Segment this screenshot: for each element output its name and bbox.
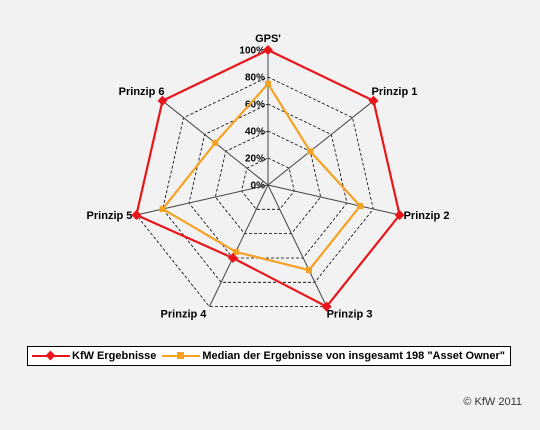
series-0-point-2 bbox=[394, 210, 405, 220]
spoke-5 bbox=[136, 184, 269, 216]
series-0-point-3 bbox=[321, 301, 332, 312]
legend-item-kfw: KfW Ergebnisse bbox=[32, 350, 156, 362]
series-1-point-6 bbox=[212, 139, 219, 146]
series-0-point-5 bbox=[131, 210, 142, 220]
spoke-1 bbox=[267, 100, 374, 186]
tick-label-5: 100% bbox=[239, 46, 265, 57]
axis-label-5: Prinzip 5 bbox=[87, 210, 133, 222]
spoke-3 bbox=[267, 184, 328, 307]
legend: KfW Ergebnisse Median der Ergebnisse von… bbox=[27, 346, 511, 366]
legend-item-median: Median der Ergebnisse von insgesamt 198 … bbox=[162, 350, 505, 362]
tick-label-1: 20% bbox=[245, 154, 265, 165]
tick-label-0: 0% bbox=[251, 181, 266, 192]
legend-swatch-median bbox=[162, 351, 201, 361]
legend-label-median: Median der Ergebnisse von insgesamt 198 … bbox=[202, 350, 506, 362]
copyright: © KfW 2011 bbox=[463, 396, 522, 408]
spoke-4 bbox=[208, 184, 269, 307]
radar-chart: 0% 20% 40% 60% 80% 100% GPS' Prinzip 1 Prinzip 2… bbox=[87, 33, 450, 321]
series-1-point-3 bbox=[306, 267, 312, 274]
series-1-point-4 bbox=[232, 248, 239, 255]
series-0-point-6 bbox=[157, 95, 168, 106]
legend-swatch-kfw bbox=[32, 350, 70, 361]
axis-label-0: GPS' bbox=[255, 33, 281, 45]
axis-label-1: Prinzip 1 bbox=[372, 86, 418, 98]
tick-label-2: 40% bbox=[245, 127, 265, 138]
grid-ring-3 bbox=[188, 103, 348, 259]
series-1-point-1 bbox=[307, 148, 314, 155]
axis-label-4: Prinzip 4 bbox=[161, 309, 208, 321]
axis-label-6: Prinzip 6 bbox=[119, 86, 165, 98]
series-0-point-1 bbox=[368, 95, 379, 106]
tick-label-3: 60% bbox=[245, 100, 265, 111]
series-0-point-0 bbox=[263, 45, 273, 55]
spoke-2 bbox=[267, 184, 400, 216]
series-0-point-4 bbox=[227, 253, 238, 263]
grid-ring-1 bbox=[241, 157, 295, 210]
axis-label-2: Prinzip 2 bbox=[404, 210, 450, 222]
grid-ring-4 bbox=[162, 76, 374, 283]
axis-label-3: Prinzip 3 bbox=[327, 309, 373, 321]
series-1-point-0 bbox=[265, 80, 271, 87]
series-1-point-2 bbox=[357, 203, 364, 209]
legend-label-kfw: KfW Ergebnisse bbox=[72, 350, 157, 362]
series-line-0 bbox=[135, 48, 401, 308]
radar-svg: 0% 20% 40% 60% 80% 100%GPS' Prinzip 1 Prinzip 2… bbox=[87, 33, 450, 321]
series-line-1 bbox=[161, 81, 362, 272]
tick-label-4: 80% bbox=[245, 73, 265, 84]
series-1-point-5 bbox=[159, 206, 166, 212]
